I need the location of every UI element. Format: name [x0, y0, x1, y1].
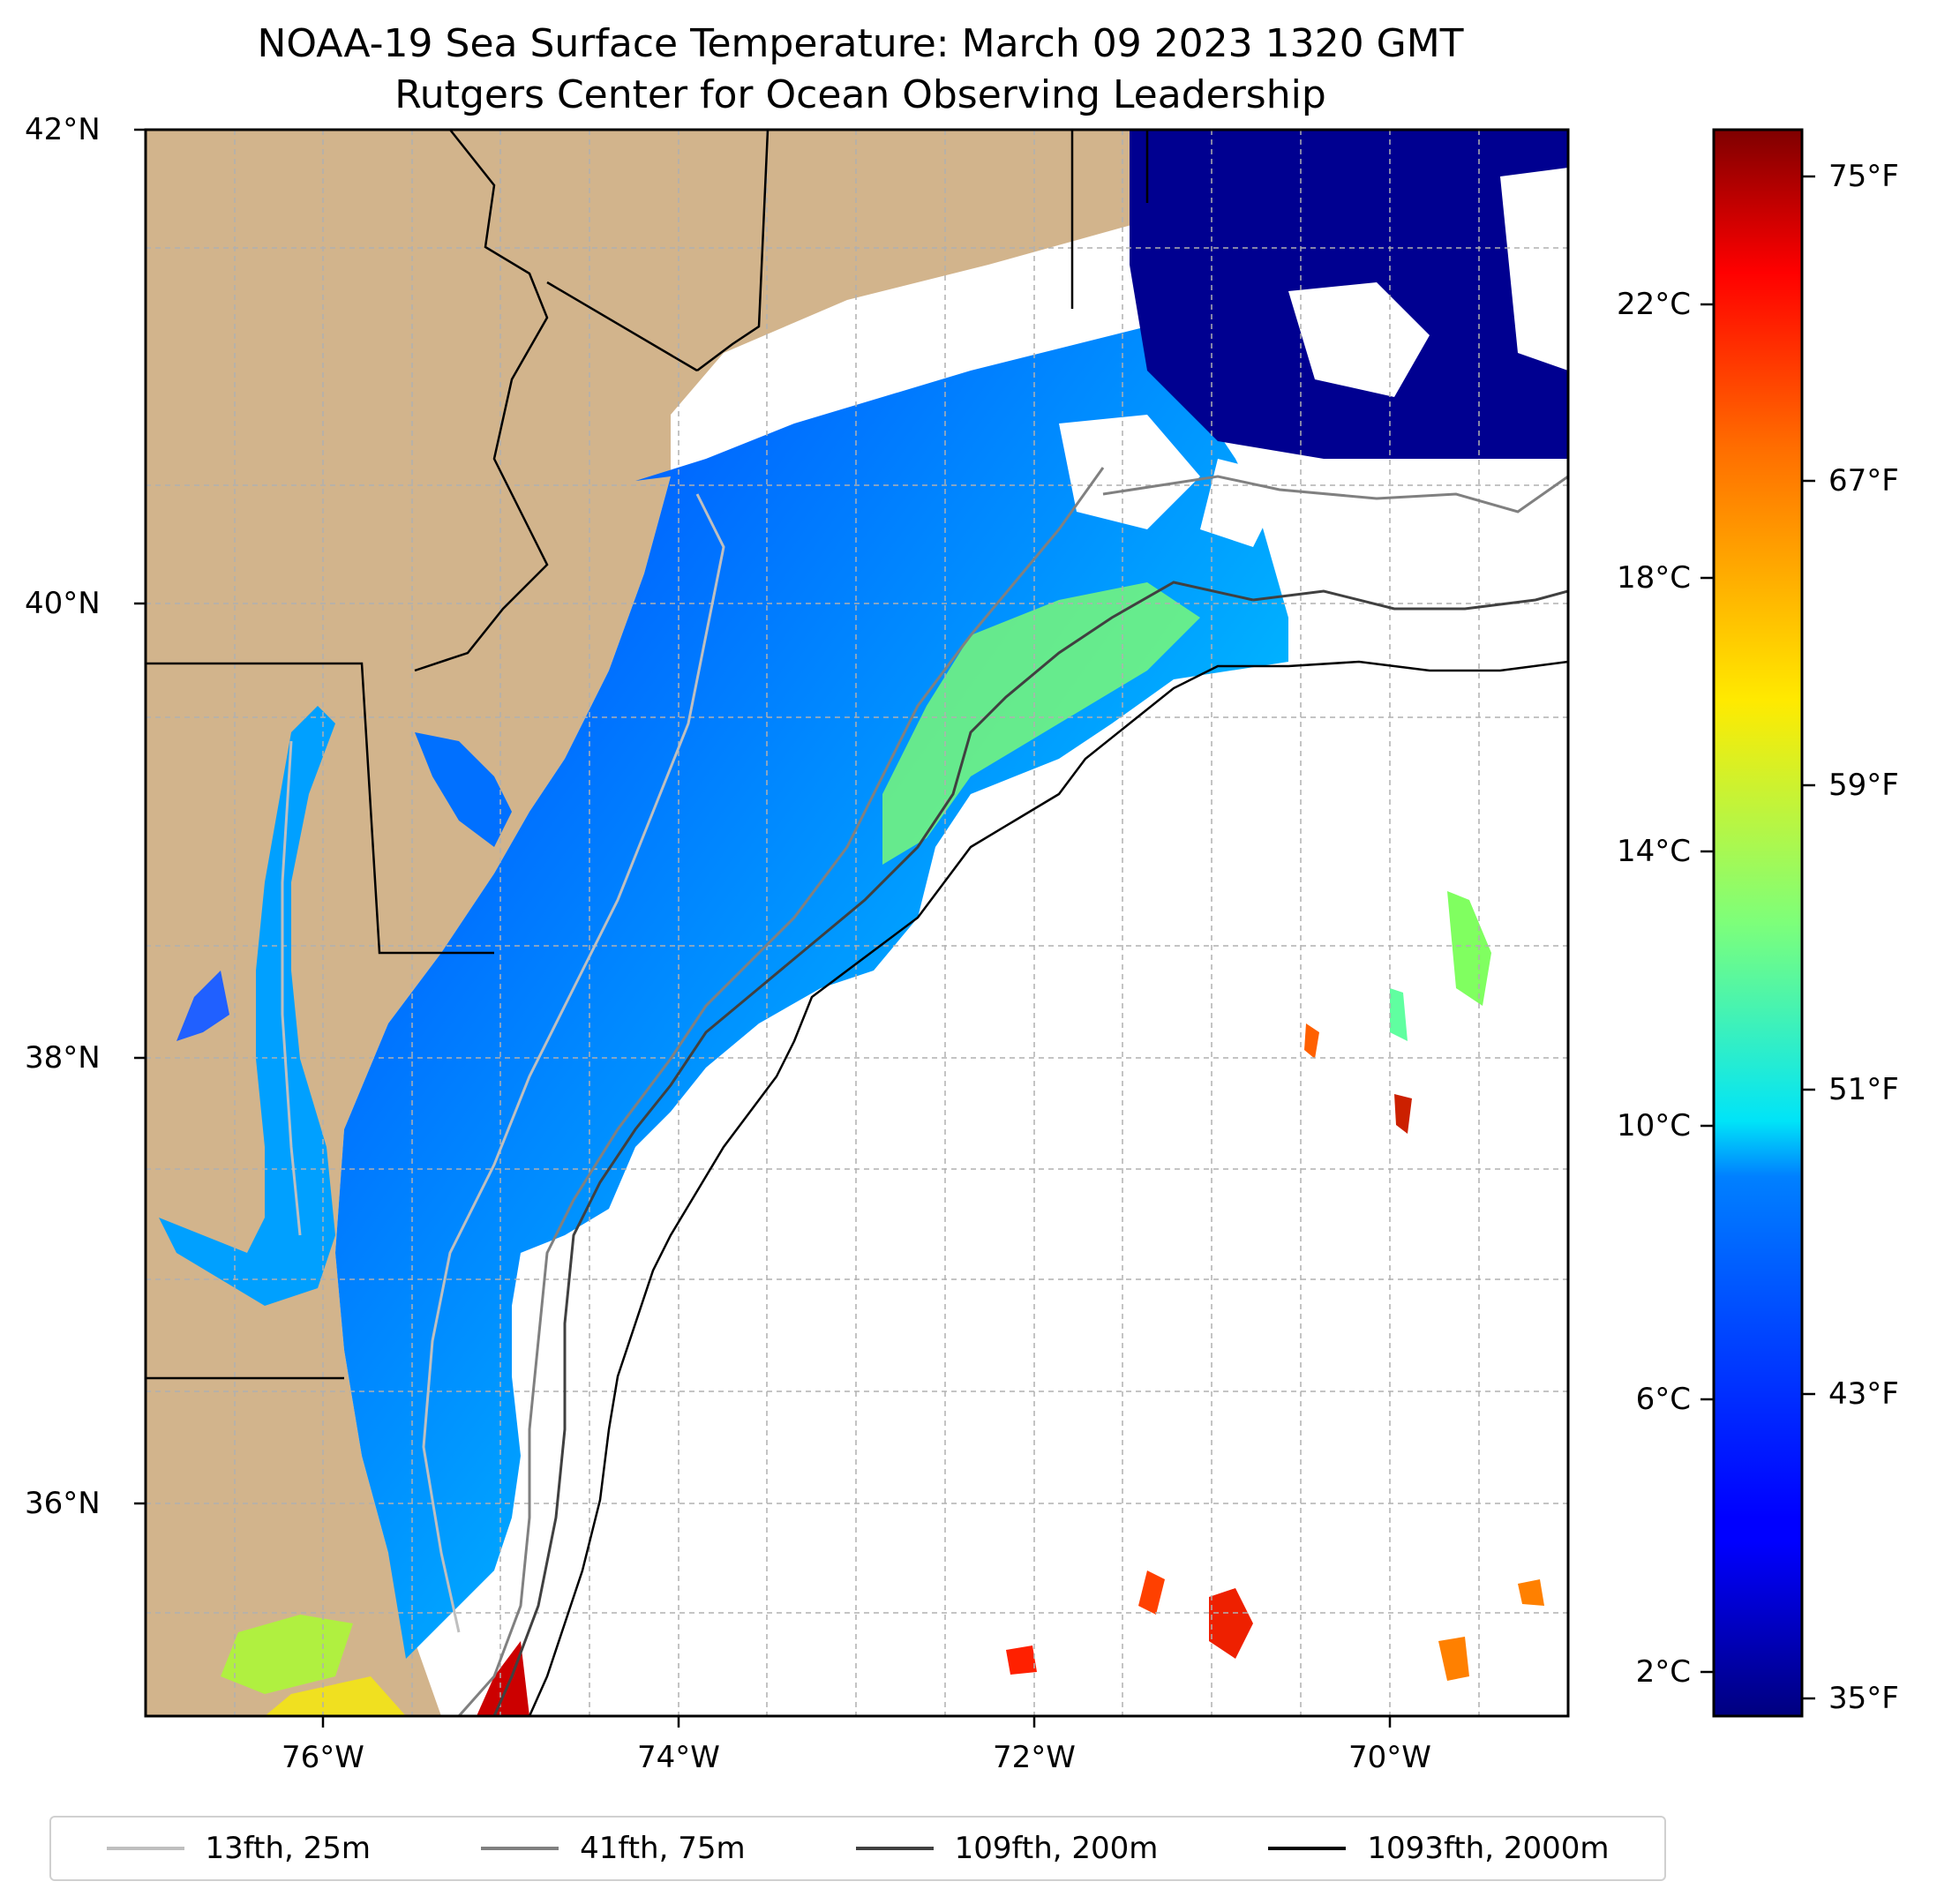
cloud-north-1	[1288, 282, 1430, 397]
warm-patch-2	[1138, 1570, 1165, 1615]
green-patch-2	[1390, 988, 1408, 1041]
map-subtitle: Rutgers Center for Ocean Observing Leade…	[394, 72, 1326, 117]
legend-swatch-75m	[481, 1847, 559, 1850]
colorbar-label-67f: 67°F	[1828, 463, 1899, 498]
legend-label-25m: 13fth, 25m	[205, 1831, 372, 1866]
legend-swatch-2000m	[1268, 1847, 1347, 1850]
legend-label-75m: 41fth, 75m	[580, 1831, 746, 1866]
cloud-north-3	[1059, 415, 1200, 529]
lon-label-70w: 70°W	[1348, 1740, 1431, 1775]
colorbar-label-59f: 59°F	[1828, 768, 1899, 803]
legend-item-25m: 13fth, 25m	[106, 1831, 372, 1866]
lon-label-76w: 76°W	[282, 1740, 364, 1775]
warm-patch-7	[1394, 1094, 1412, 1134]
lat-label-40n: 40°N	[25, 586, 101, 621]
lat-label-36n: 36°N	[25, 1486, 101, 1521]
green-patch-1	[1447, 891, 1491, 1006]
colorbar-label-14c: 14°C	[1616, 834, 1691, 869]
depth-contour-2000m	[528, 660, 1568, 1716]
sst-warm-band	[882, 582, 1200, 865]
pamlico-sound	[221, 1615, 353, 1694]
colorbar-label-22c: 22°C	[1616, 287, 1691, 322]
legend-item-200m: 109fth, 200m	[855, 1831, 1159, 1866]
state-boundaries	[146, 130, 1149, 1380]
depth-contour-200m	[492, 581, 1568, 1716]
legend-item-2000m: 1093fth, 2000m	[1268, 1831, 1609, 1866]
warm-patch-3	[1006, 1645, 1037, 1675]
colorbar	[1712, 128, 1804, 1718]
colorbar-label-75f: 75°F	[1828, 159, 1899, 194]
colorbar-label-51f: 51°F	[1828, 1072, 1899, 1107]
map-title: NOAA-19 Sea Surface Temperature: March 0…	[257, 21, 1464, 66]
legend-label-2000m: 1093fth, 2000m	[1367, 1831, 1610, 1866]
colorbar-ticks	[1701, 175, 1815, 1700]
legend-label-200m: 109fth, 200m	[954, 1831, 1159, 1866]
lat-label-38n: 38°N	[25, 1040, 101, 1076]
lon-label-74w: 74°W	[637, 1740, 720, 1775]
warm-patch-6	[1304, 1023, 1319, 1059]
legend-swatch-200m	[855, 1847, 934, 1850]
map-frame	[144, 128, 1570, 1718]
lat-label-42n: 42°N	[25, 112, 101, 147]
colorbar-label-2c: 2°C	[1635, 1654, 1691, 1690]
warm-patch-gulfstream	[477, 1641, 529, 1716]
depth-contour-25m	[281, 493, 725, 1633]
depth-legend: 13fth, 25m 41fth, 75m 109fth, 200m 1093f…	[49, 1816, 1666, 1881]
axis-ticks	[134, 128, 1392, 1728]
colorbar-label-10c: 10°C	[1616, 1108, 1691, 1143]
graticule	[146, 130, 1568, 1716]
lon-label-72w: 72°W	[993, 1740, 1076, 1775]
cloud-north-2	[1500, 168, 1568, 371]
legend-item-75m: 41fth, 75m	[481, 1831, 746, 1866]
chesapeake-bay-north	[176, 971, 229, 1041]
depth-contour-75m	[457, 467, 1568, 1716]
legend-swatch-25m	[106, 1847, 184, 1850]
colorbar-label-35f: 35°F	[1828, 1681, 1899, 1716]
warm-patch-4	[1518, 1579, 1544, 1606]
colorbar-label-18c: 18°C	[1616, 560, 1691, 596]
map-area	[146, 130, 1568, 1716]
warm-patch-5	[1438, 1637, 1469, 1681]
land	[146, 130, 1377, 1716]
pamlico-sound-south	[265, 1676, 406, 1716]
delaware-bay	[415, 732, 512, 847]
cloud-north-4	[1200, 459, 1288, 547]
colorbar-label-43f: 43°F	[1828, 1376, 1899, 1412]
warm-patch-1	[1209, 1588, 1253, 1659]
colorbar-label-6c: 6°C	[1635, 1382, 1691, 1417]
